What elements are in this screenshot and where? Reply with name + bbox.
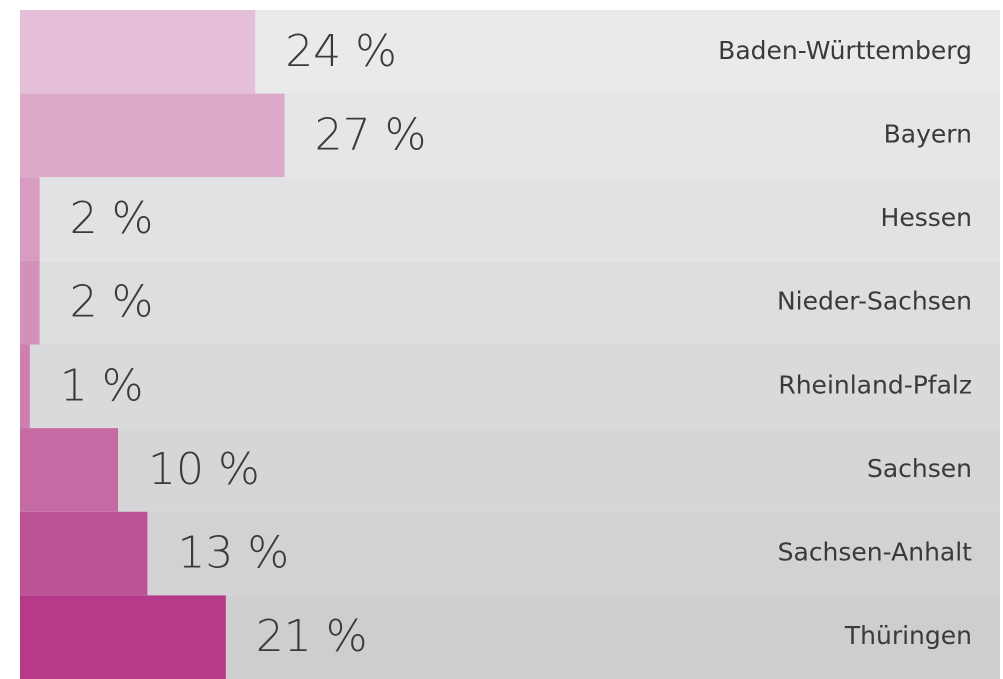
value-label: 21 % [256, 611, 368, 662]
row-background [20, 344, 1000, 429]
category-label: Baden-Württemberg [718, 36, 972, 65]
value-label: 10 % [148, 444, 260, 495]
bar [20, 595, 226, 679]
category-label: Sachsen [867, 454, 972, 483]
bar [20, 10, 256, 94]
bar [20, 344, 30, 429]
row-background [20, 260, 1000, 345]
row-background [20, 428, 1000, 512]
category-label: Rheinland-Pfalz [778, 370, 972, 399]
row-background [20, 177, 1000, 261]
category-label: Sachsen-Anhalt [778, 538, 973, 567]
bar [20, 177, 40, 261]
value-label: 13 % [177, 528, 289, 579]
value-label: 1 % [60, 360, 144, 411]
value-label: 2 % [70, 277, 154, 328]
category-label: Bayern [884, 119, 972, 148]
bar [20, 93, 285, 178]
category-label: Hessen [881, 203, 972, 232]
bar [20, 260, 40, 345]
category-label: Thüringen [844, 621, 972, 650]
value-label: 27 % [315, 109, 427, 160]
category-label: Nieder-Sachsen [777, 287, 972, 316]
row-background [20, 511, 1000, 596]
bar [20, 428, 118, 512]
value-label: 2 % [70, 193, 154, 244]
bar [20, 511, 148, 596]
value-label: 24 % [285, 26, 397, 77]
